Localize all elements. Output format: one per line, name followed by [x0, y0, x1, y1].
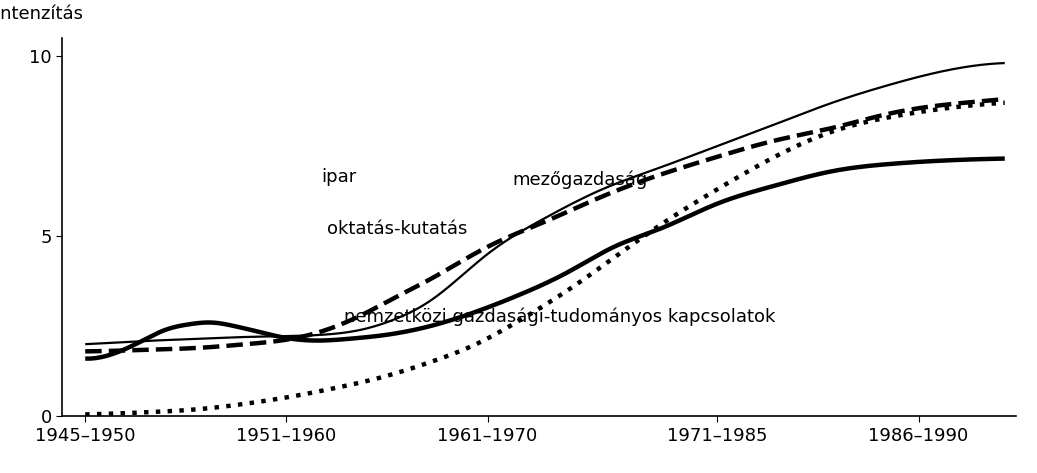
- Text: mezőgazdaság: mezőgazdaság: [513, 171, 648, 190]
- Text: nemzetközi gazdasági-tudományos kapcsolatok: nemzetközi gazdasági-tudományos kapcsola…: [344, 308, 776, 326]
- Text: ipar: ipar: [320, 167, 356, 185]
- Text: oktatás-kutatás: oktatás-kutatás: [327, 220, 467, 238]
- Text: intenzítás: intenzítás: [0, 5, 83, 23]
